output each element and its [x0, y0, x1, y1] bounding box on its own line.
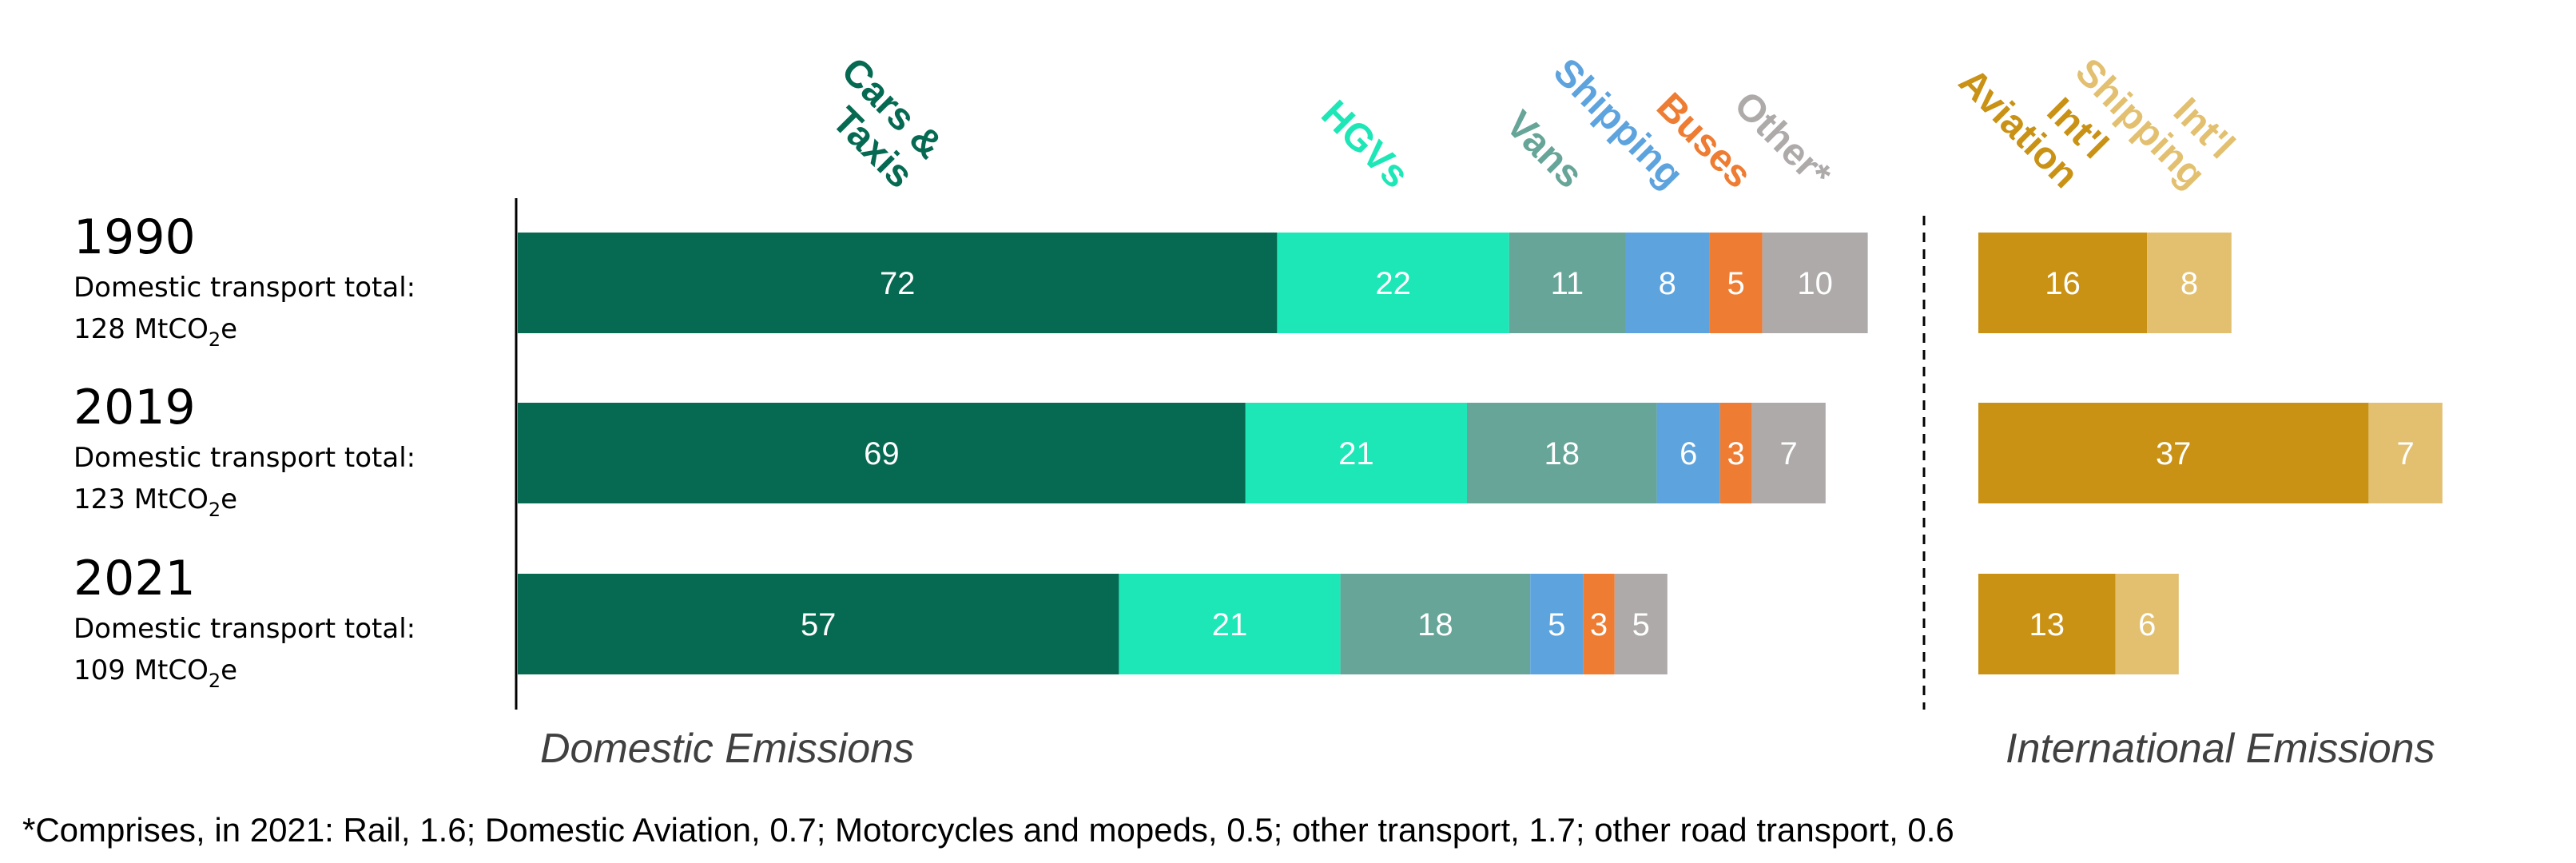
footnote: *Comprises, in 2021: Rail, 1.6; Domestic… — [22, 811, 1954, 849]
series-label-hgvs: HGVs — [1313, 93, 1417, 197]
value-label-shipping-1990: 8 — [1659, 266, 1676, 301]
value-label-buses-2021: 3 — [1590, 607, 1608, 642]
international-emissions-label: International Emissions — [2006, 726, 2435, 772]
value-label-vans-2019: 18 — [1544, 436, 1580, 471]
value-label-hgvs-2021: 21 — [1212, 607, 1248, 642]
total-caption-2021: Domestic transport total: — [74, 613, 415, 645]
year-label-2019: 2019 — [74, 380, 196, 435]
value-label-int-l-aviation-2019: 37 — [2156, 436, 2192, 471]
bar-shipping-2021 — [1530, 574, 1584, 674]
value-label-vans-2021: 18 — [1417, 607, 1453, 642]
bar-int-l-aviation-2021 — [1978, 574, 2116, 674]
series-label-cars-taxis: Cars &Taxis — [804, 50, 951, 197]
bar-int-l-aviation-1990 — [1978, 233, 2148, 333]
total-unit-suffix: e — [221, 313, 237, 345]
value-label-shipping-2021: 5 — [1548, 607, 1565, 642]
value-label-hgvs-1990: 22 — [1375, 266, 1411, 301]
series-label-line: HGVs — [1313, 93, 1417, 197]
bar-other-2019 — [1751, 403, 1826, 503]
value-label-cars-taxis-2019: 69 — [864, 436, 900, 471]
total-unit-subscript: 2 — [209, 499, 221, 521]
total-value-2021: 109 MtCO2e — [74, 654, 237, 692]
value-label-int-l-shipping-2019: 7 — [2396, 436, 2414, 471]
bar-hgvs-1990 — [1277, 233, 1509, 333]
series-label-vans: Vans — [1497, 103, 1591, 197]
bar-shipping-2019 — [1656, 403, 1720, 503]
year-label-1990: 1990 — [74, 209, 196, 265]
total-caption-2019: Domestic transport total: — [74, 442, 415, 474]
value-label-buses-1990: 5 — [1727, 266, 1744, 301]
domestic-emissions-label: Domestic Emissions — [540, 726, 914, 772]
total-value-1990: 128 MtCO2e — [74, 313, 237, 351]
value-label-other-2021: 5 — [1632, 607, 1650, 642]
bar-other-2021 — [1614, 574, 1668, 674]
total-value-2019: 123 MtCO2e — [74, 483, 237, 521]
bar-cars-taxis-2019 — [518, 403, 1246, 503]
bar-cars-taxis-2021 — [518, 574, 1119, 674]
total-unit-suffix: e — [221, 483, 237, 515]
value-label-int-l-shipping-2021: 6 — [2138, 607, 2156, 642]
value-label-vans-1990: 11 — [1551, 266, 1584, 301]
total-caption-1990: Domestic transport total: — [74, 272, 415, 304]
total-unit-subscript: 2 — [209, 328, 221, 351]
total-number: 128 MtCO — [74, 313, 209, 345]
bar-cars-taxis-1990 — [518, 233, 1278, 333]
bar-shipping-1990 — [1625, 233, 1710, 333]
bar-int-l-shipping-2019 — [2368, 403, 2443, 503]
value-label-cars-taxis-1990: 72 — [880, 266, 916, 301]
bar-int-l-shipping-2021 — [2115, 574, 2179, 674]
value-label-other-1990: 10 — [1797, 266, 1833, 301]
bar-other-1990 — [1762, 233, 1868, 333]
value-label-int-l-shipping-1990: 8 — [2180, 266, 2198, 301]
bar-int-l-shipping-1990 — [2147, 233, 2232, 333]
total-unit-suffix: e — [221, 654, 237, 686]
total-number: 109 MtCO — [74, 654, 209, 686]
bar-vans-1990 — [1509, 233, 1625, 333]
bar-hgvs-2019 — [1245, 403, 1467, 503]
section-labels: Domestic Emissions International Emission… — [540, 726, 2435, 772]
bar-buses-2021 — [1583, 574, 1615, 674]
value-label-hgvs-2019: 21 — [1338, 436, 1374, 471]
value-label-shipping-2019: 6 — [1680, 436, 1697, 471]
bar-hgvs-2021 — [1119, 574, 1341, 674]
bar-vans-2019 — [1467, 403, 1657, 503]
total-unit-subscript: 2 — [209, 670, 221, 692]
bar-buses-2019 — [1719, 403, 1752, 503]
bar-buses-1990 — [1709, 233, 1763, 333]
value-label-buses-2019: 3 — [1727, 436, 1744, 471]
value-label-cars-taxis-2021: 57 — [801, 607, 837, 642]
year-label-2021: 2021 — [74, 551, 196, 606]
value-label-other-2019: 7 — [1779, 436, 1797, 471]
bar-vans-2021 — [1340, 574, 1531, 674]
axes — [515, 198, 1926, 710]
series-label-int-l-shipping: Int'lShipping — [2067, 21, 2242, 196]
series-label-line: Vans — [1497, 103, 1591, 197]
value-label-int-l-aviation-2021: 13 — [2029, 607, 2065, 642]
value-label-int-l-aviation-1990: 16 — [2045, 266, 2081, 301]
bar-int-l-aviation-2019 — [1978, 403, 2369, 503]
total-number: 123 MtCO — [74, 483, 209, 515]
